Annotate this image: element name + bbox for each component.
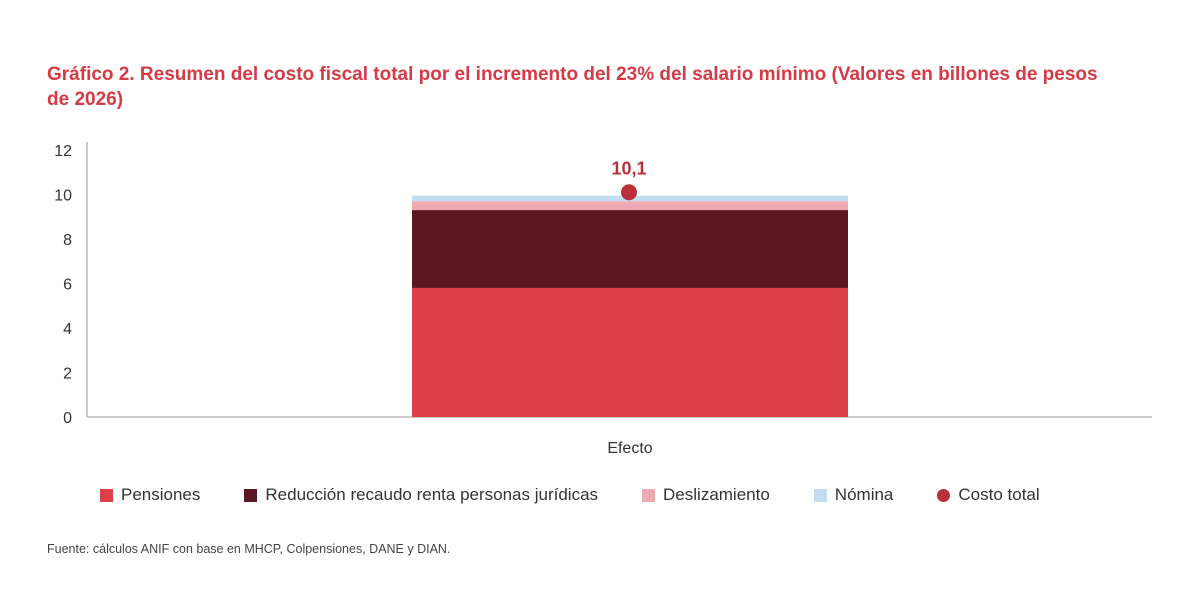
costo-total-label: 10,1 bbox=[611, 158, 646, 178]
legend-label-reduccion-recaudo: Reducción recaudo renta personas jurídic… bbox=[265, 485, 599, 504]
source-note: Fuente: cálculos ANIF con base en MHCP, … bbox=[47, 542, 451, 556]
legend-label-deslizamiento: Deslizamiento bbox=[663, 485, 770, 504]
y-axis-ticks: 0 2 4 6 8 10 12 bbox=[54, 143, 72, 427]
legend-item-deslizamiento: Deslizamiento bbox=[642, 485, 770, 505]
y-tick-label: 10 bbox=[54, 188, 72, 205]
legend-swatch-reduccion-recaudo bbox=[244, 488, 258, 502]
legend-label-nomina: Nómina bbox=[834, 485, 894, 504]
legend-label-pensiones: Pensiones bbox=[121, 485, 201, 504]
bar-segment-2 bbox=[412, 210, 848, 288]
legend-swatch-nomina bbox=[813, 488, 827, 502]
y-tick-label: 8 bbox=[63, 232, 72, 249]
y-tick-label: 12 bbox=[54, 143, 72, 160]
y-tick-label: 6 bbox=[63, 277, 72, 294]
legend-label-costo-total: Costo total bbox=[958, 485, 1040, 504]
y-tick-label: 2 bbox=[63, 366, 72, 383]
y-tick-label: 0 bbox=[63, 410, 72, 427]
chart-title: Gráfico 2. Resumen del costo fiscal tota… bbox=[47, 64, 1098, 110]
legend-swatch-costo-total bbox=[937, 488, 951, 502]
bar-stack bbox=[412, 195, 848, 417]
legend-item-costo-total: Costo total bbox=[937, 485, 1040, 505]
x-axis-categories: Efecto bbox=[607, 440, 652, 457]
legend-swatch-pensiones bbox=[100, 488, 113, 502]
legend-item-pensiones: Pensiones bbox=[100, 485, 200, 505]
legend-swatch-deslizamiento bbox=[642, 488, 656, 502]
total-markers: 10,1 bbox=[611, 158, 647, 201]
legend-item-nomina: Nómina bbox=[813, 485, 894, 505]
legend-item-reduccion-recaudo: Reducción recaudo renta personas jurídic… bbox=[244, 485, 598, 505]
costo-total-point bbox=[621, 184, 637, 201]
bar-segment-1 bbox=[412, 287, 848, 417]
bar-segment-3 bbox=[412, 201, 848, 211]
y-tick-label: 4 bbox=[63, 321, 72, 338]
legend: Pensiones Reducción recaudo renta person… bbox=[100, 485, 1040, 505]
x-category-label: Efecto bbox=[607, 440, 652, 457]
